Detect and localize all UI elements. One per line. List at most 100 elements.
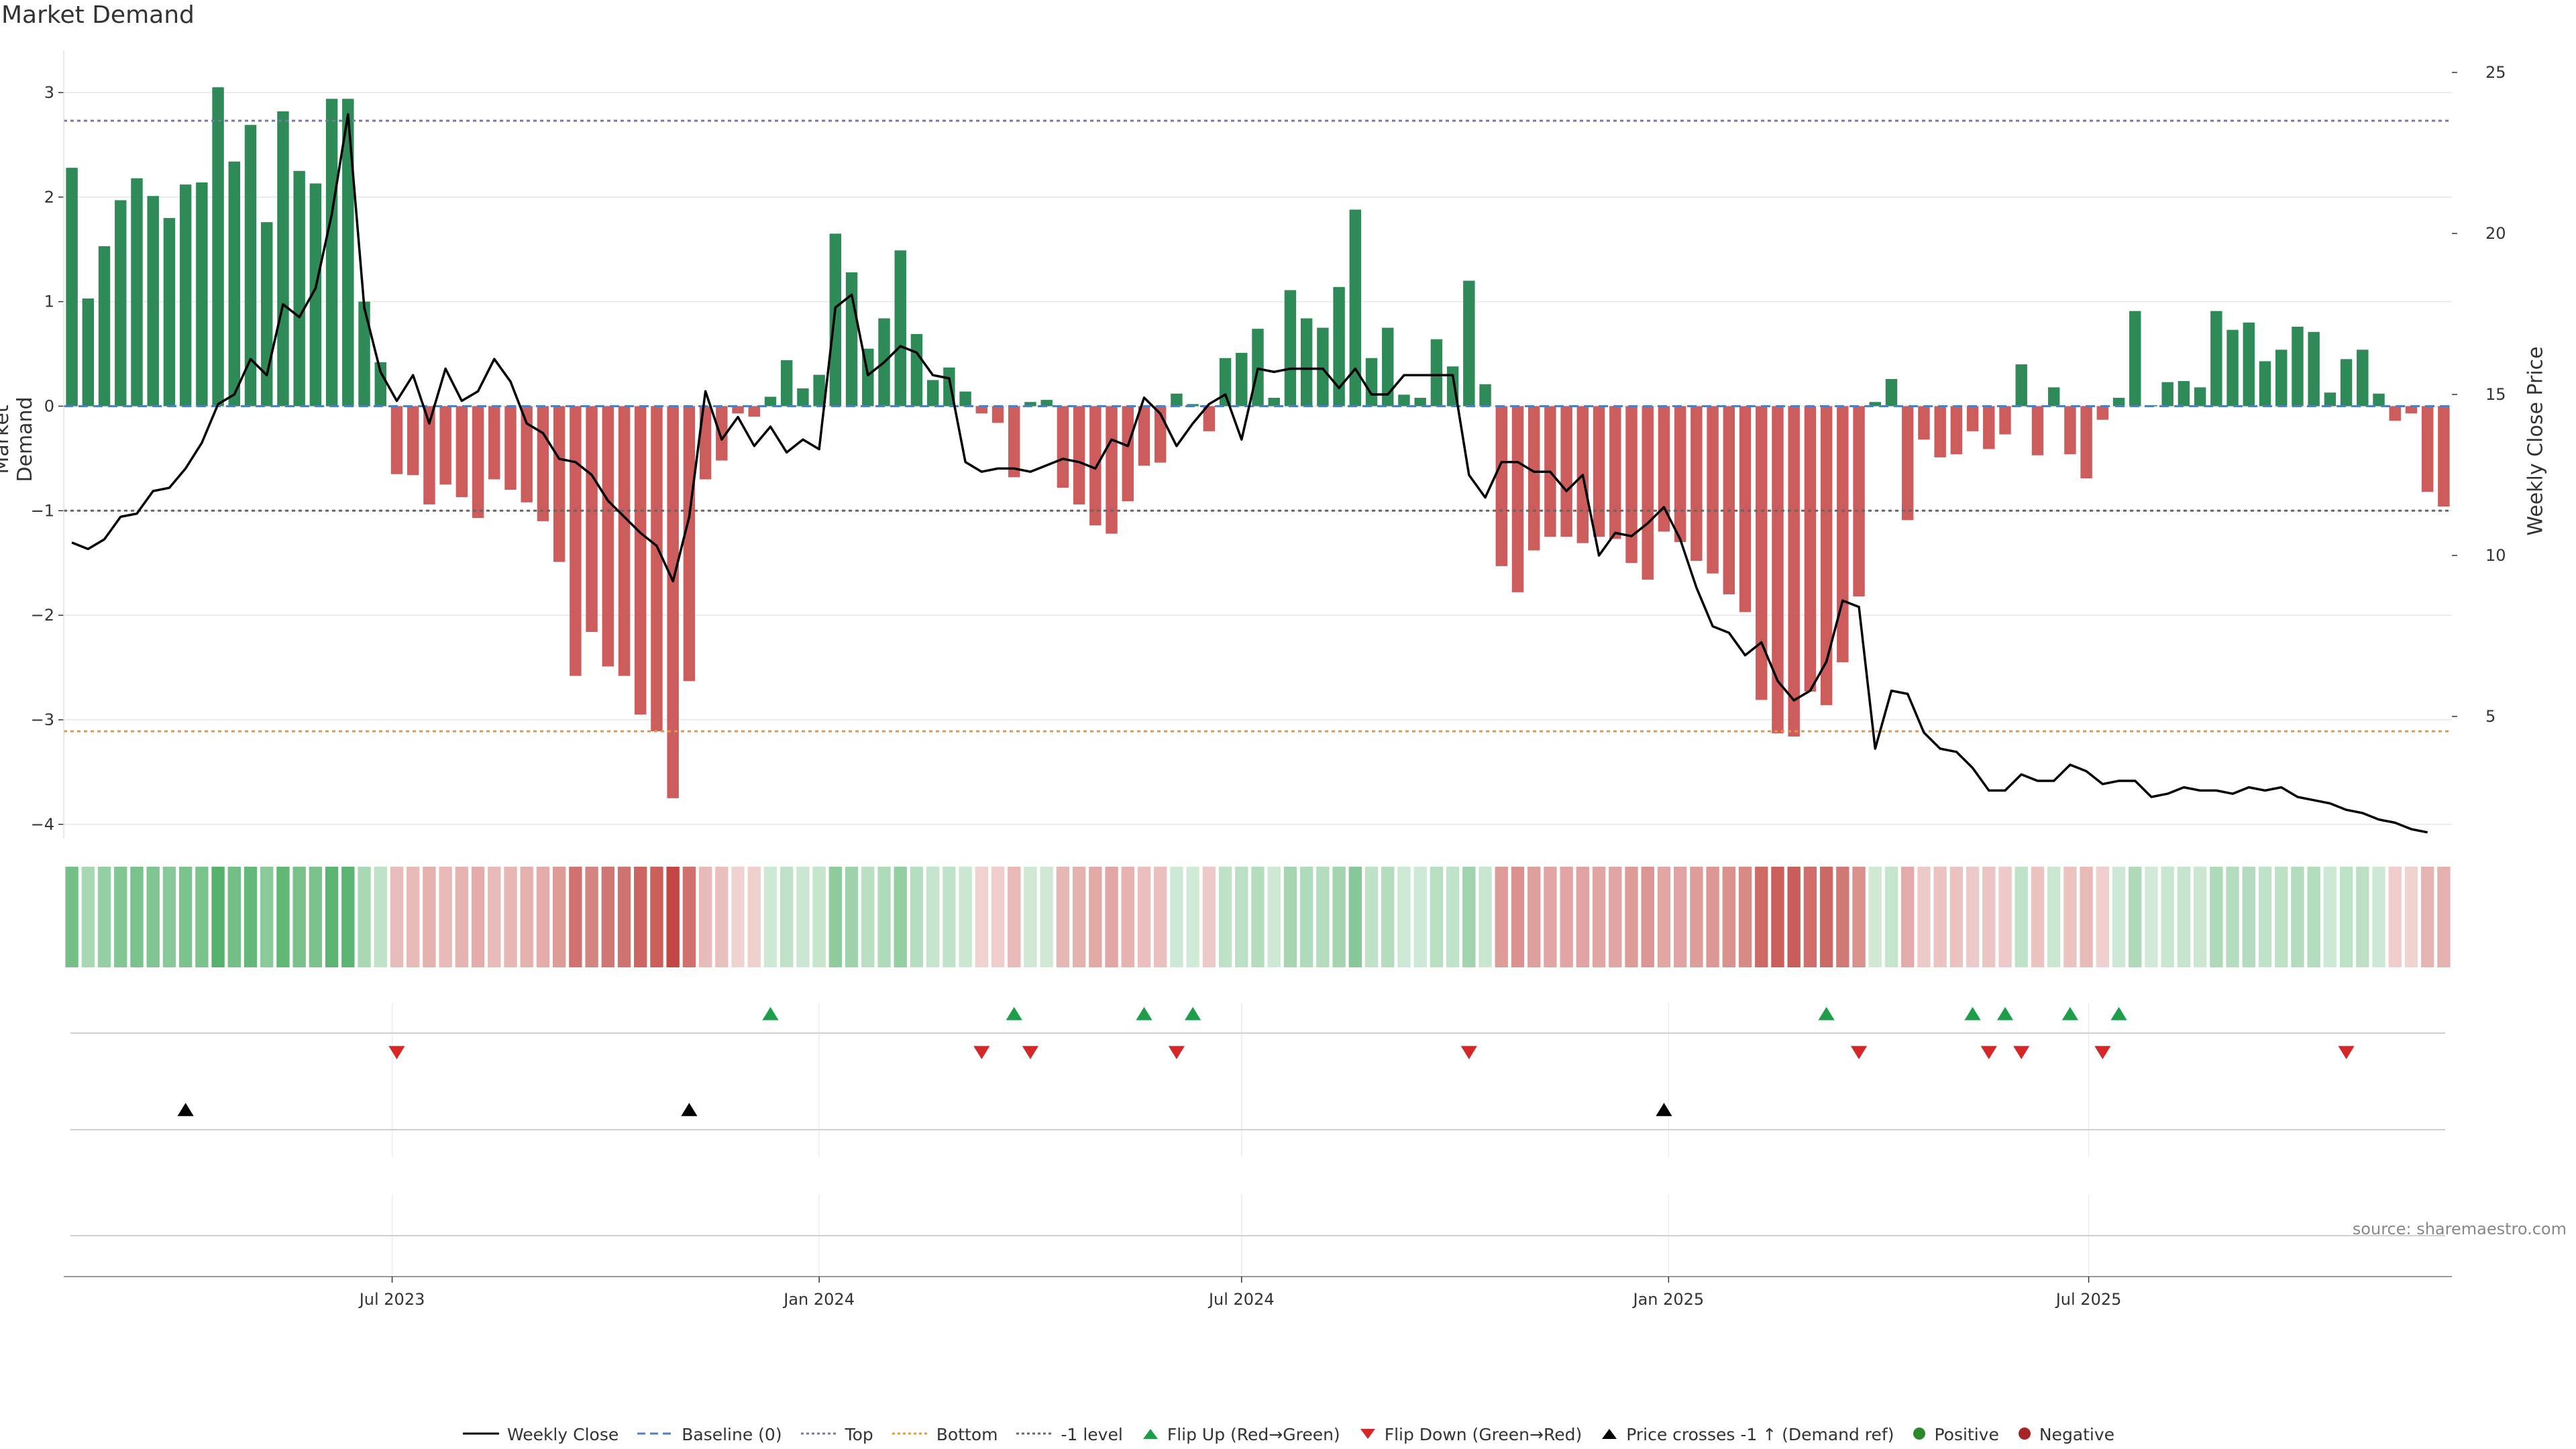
- demand-bar: [1934, 406, 1946, 458]
- y2-tick-label: 5: [2485, 707, 2496, 726]
- demand-band-cell: [406, 867, 420, 967]
- demand-band-cell: [2226, 867, 2239, 967]
- flip-up-marker: [2061, 1007, 2078, 1020]
- legend-label: Top: [845, 1425, 873, 1444]
- demand-bar: [66, 168, 78, 407]
- x-tick-label: Jul 2023: [358, 1290, 425, 1309]
- demand-bar: [910, 333, 923, 407]
- demand-band-cell: [130, 867, 144, 967]
- demand-bar: [1382, 327, 1394, 407]
- legend-item: Baseline (0): [636, 1425, 782, 1444]
- demand-band-cell: [1609, 867, 1622, 967]
- demand-bar: [813, 374, 825, 407]
- demand-bar: [1788, 406, 1800, 737]
- demand-band-cell: [1154, 867, 1167, 967]
- demand-bar: [2324, 392, 2337, 407]
- demand-band-cell: [2193, 867, 2207, 967]
- demand-band-cell: [910, 867, 924, 967]
- flip-up-marker: [762, 1007, 779, 1020]
- legend-label: Flip Down (Green→Red): [1384, 1425, 1582, 1444]
- demand-bar: [1837, 406, 1849, 663]
- demand-band-cell: [877, 867, 891, 967]
- demand-band-cell: [812, 867, 826, 967]
- price-cross-marker: [681, 1103, 698, 1116]
- demand-bar: [1885, 378, 1898, 407]
- demand-bar: [2292, 327, 2304, 407]
- demand-bar: [2373, 393, 2385, 407]
- demand-bar: [1236, 352, 1248, 407]
- demand-band-cell: [276, 867, 290, 967]
- demand-bar: [325, 99, 338, 407]
- y-tick-label: 2: [44, 188, 54, 207]
- legend-label: Flip Up (Red→Green): [1167, 1425, 1340, 1444]
- flip-down-marker: [388, 1046, 405, 1059]
- flip-up-marker: [1185, 1007, 1201, 1020]
- demand-bar: [1560, 406, 1572, 537]
- x-tick-label: Jul 2024: [1208, 1290, 1275, 1309]
- demand-bar: [212, 87, 224, 407]
- price-cross-marker: [177, 1103, 194, 1116]
- weekly-close-line: [71, 113, 2428, 834]
- demand-bar: [2421, 406, 2434, 492]
- demand-band-cell: [1868, 867, 1882, 967]
- demand-bar: [179, 184, 192, 407]
- demand-bar: [1024, 402, 1036, 407]
- demand-band-cell: [1430, 867, 1444, 967]
- demand-bar: [1999, 406, 2011, 435]
- demand-band-cell: [2047, 867, 2061, 967]
- demand-band-cell: [828, 867, 843, 967]
- demand-bar: [1479, 384, 1491, 407]
- legend-item: Top: [800, 1425, 873, 1444]
- demand-bar: [553, 406, 566, 562]
- demand-band-cell: [471, 867, 485, 967]
- demand-band-cell: [195, 867, 209, 967]
- legend-item: Bottom: [891, 1425, 998, 1444]
- demand-bar: [293, 170, 305, 407]
- flip-down-marker: [1850, 1046, 1868, 1059]
- x-tick-label: Jul 2025: [2055, 1290, 2122, 1309]
- legend-item: Flip Down (Green→Red): [1358, 1425, 1582, 1444]
- demand-bar: [163, 217, 176, 407]
- demand-bar: [358, 301, 370, 407]
- demand-bar: [2275, 350, 2288, 407]
- demand-bar: [488, 406, 500, 480]
- demand-band-cell: [1105, 867, 1118, 967]
- price-cross-marker: [1656, 1103, 1672, 1116]
- demand-bar: [1300, 318, 1313, 407]
- demand-band-cell: [260, 867, 274, 967]
- demand-bar: [1008, 406, 1020, 478]
- demand-bar: [455, 406, 468, 498]
- demand-bar: [1187, 404, 1199, 407]
- demand-bar: [1430, 339, 1443, 407]
- demand-bar: [1349, 209, 1362, 407]
- demand-band-cell: [1625, 867, 1638, 967]
- demand-bar: [2389, 406, 2401, 421]
- demand-band-cell: [1186, 867, 1199, 967]
- demand-bar: [1089, 406, 1102, 526]
- demand-band-cell: [2063, 867, 2077, 967]
- demand-band-cell: [617, 867, 631, 967]
- demand-band-cell: [601, 867, 614, 967]
- demand-band-cell: [1056, 867, 1070, 967]
- demand-band-cell: [943, 867, 956, 967]
- demand-band-cell: [2145, 867, 2158, 967]
- flip-up-marker: [2110, 1007, 2127, 1020]
- demand-band-cell: [1462, 867, 1476, 967]
- demand-band-cell: [1576, 867, 1590, 967]
- flip-up-marker: [1818, 1007, 1835, 1020]
- demand-bar: [894, 250, 906, 407]
- demand-bar: [2080, 406, 2092, 478]
- demand-bar: [570, 406, 582, 676]
- y-tick-label: 3: [44, 83, 54, 102]
- demand-bar: [1219, 358, 1232, 407]
- demand-band-cell: [698, 867, 712, 967]
- demand-bar: [651, 406, 663, 732]
- demand-band-cell: [1657, 867, 1671, 967]
- demand-band-cell: [1008, 867, 1021, 967]
- y-tick-label: −4: [31, 815, 54, 834]
- demand-band-cell: [520, 867, 533, 967]
- demand-bar: [472, 406, 484, 519]
- demand-band-cell: [1446, 867, 1460, 967]
- demand-band-cell: [1479, 867, 1492, 967]
- demand-band-cell: [455, 867, 469, 967]
